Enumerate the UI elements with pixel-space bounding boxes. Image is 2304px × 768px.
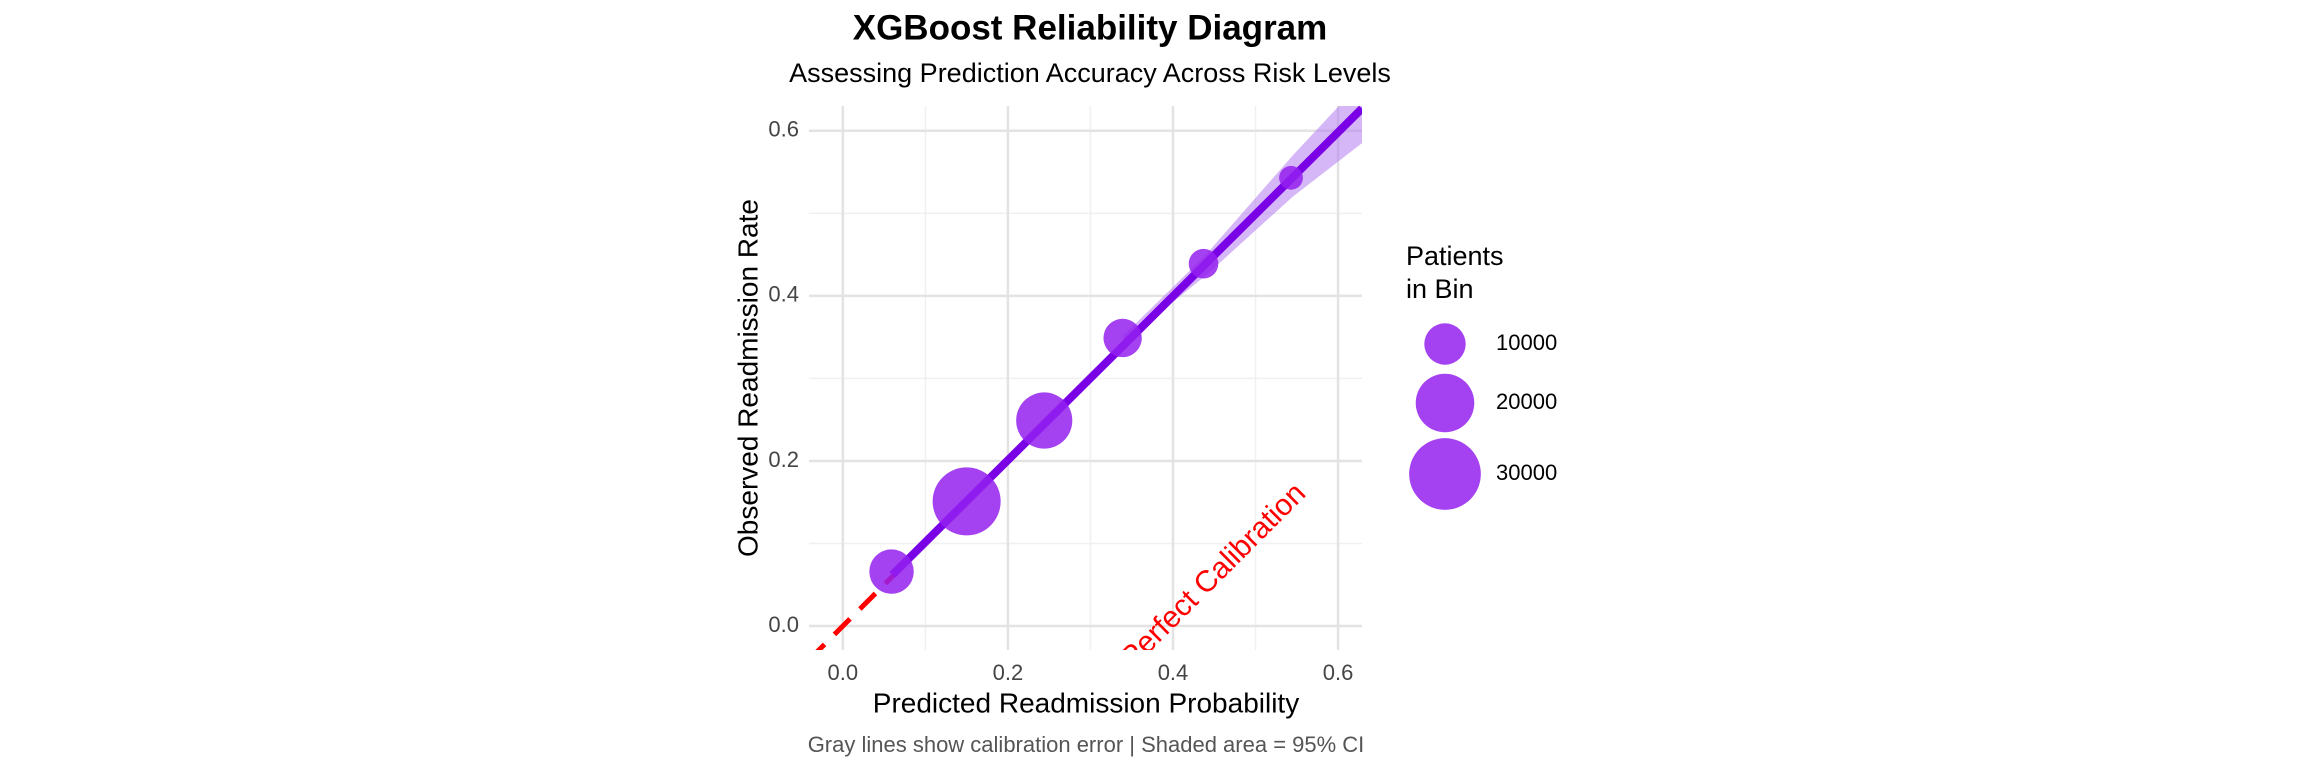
point [932,467,1001,536]
y-axis-title: Observed Readmission Rate [732,199,763,557]
caption: Gray lines show calibration error | Shad… [808,732,1365,757]
legend-symbol [1409,438,1481,510]
point [869,549,914,594]
legend-title: in Bin [1406,274,1474,304]
x-tick-label: 0.2 [993,660,1024,685]
legend-symbol [1415,373,1475,433]
point [1016,392,1073,449]
point [1103,318,1142,358]
point [1188,248,1219,279]
y-tick-label: 0.4 [768,282,799,307]
chart-subtitle: Assessing Prediction Accuracy Across Ris… [789,58,1391,88]
legend-label: 30000 [1496,460,1557,485]
legend-symbol [1424,323,1466,365]
y-tick-label: 0.0 [768,612,799,637]
legend-title: Patients [1406,241,1504,271]
x-tick-label: 0.0 [828,660,859,685]
chart-title: XGBoost Reliability Diagram [853,8,1328,47]
y-tick-label: 0.6 [768,117,799,142]
y-tick-label: 0.2 [768,447,799,472]
point [1279,165,1303,190]
x-tick-label: 0.4 [1158,660,1189,685]
x-axis-title: Predicted Readmission Probability [873,687,1299,718]
legend-label: 20000 [1496,389,1557,414]
x-tick-label: 0.6 [1323,660,1354,685]
reference-label: Perfect Calibration [1114,476,1312,674]
legend-label: 10000 [1496,330,1557,355]
ci-band [1123,106,1362,343]
